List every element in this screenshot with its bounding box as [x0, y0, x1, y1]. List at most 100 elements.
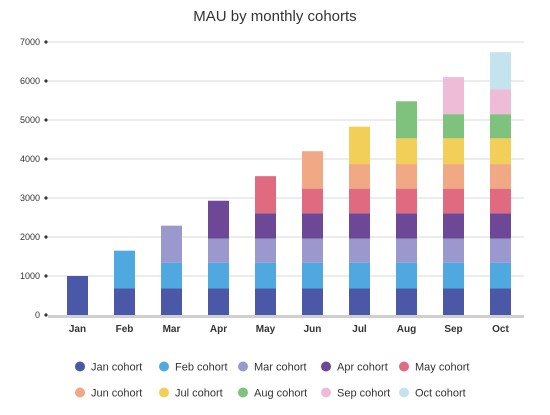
y-axis-ticks: 0 1000 2000 3000 4000 5000 6000 7000 [20, 37, 48, 320]
bar-segment [396, 164, 417, 189]
bar-segment [302, 151, 323, 189]
bar-segment [443, 114, 464, 139]
bar-segment [255, 238, 276, 263]
bar-segment [208, 288, 229, 315]
legend-swatch [159, 387, 169, 398]
bar-segment [490, 262, 511, 289]
bar-segment [443, 77, 464, 115]
bar-segment [349, 126, 370, 165]
legend-label: Jun cohort [91, 388, 142, 400]
bar-segment [255, 213, 276, 239]
bar-segment [208, 262, 229, 289]
bar-segment [490, 213, 511, 239]
legend-swatch [321, 387, 331, 398]
bar-segment [161, 288, 182, 315]
bar-segment [443, 262, 464, 289]
bar-segment [302, 288, 323, 315]
y-tick-label: 4000 [20, 154, 40, 164]
bar-segment [302, 238, 323, 263]
bars [67, 52, 511, 315]
legend-swatch [321, 361, 331, 372]
bar-segment [443, 288, 464, 315]
bar-segment [255, 262, 276, 289]
y-tick-label: 5000 [20, 115, 40, 125]
bar-segment [443, 238, 464, 263]
bar-segment [302, 213, 323, 239]
bar-segment [490, 52, 511, 90]
legend-swatch [75, 361, 85, 372]
x-axis [48, 315, 524, 318]
y-tick-label: 1000 [20, 271, 40, 281]
legend-label: Sep cohort [337, 388, 390, 400]
x-tick-label: Jun [304, 324, 322, 335]
legend-label: Jul cohort [175, 388, 223, 400]
legend-item[interactable]: Jun cohort [75, 387, 142, 400]
legend-label: Apr cohort [337, 362, 388, 374]
chart-title: MAU by monthly cohorts [193, 8, 357, 25]
y-tick-label: 3000 [20, 193, 40, 203]
x-axis-ticks: Jan Feb Mar Apr May Jun Jul Aug Sep Oct [69, 324, 510, 335]
legend-item[interactable]: May cohort [399, 361, 469, 374]
bar-segment [67, 276, 88, 315]
legend-item[interactable]: Oct cohort [399, 387, 466, 400]
x-tick-label: Jul [352, 324, 367, 335]
y-tick-dot [44, 118, 48, 122]
bar-segment [396, 213, 417, 239]
bar-segment [443, 188, 464, 214]
bar-segment [114, 288, 135, 315]
bar-segment [349, 262, 370, 289]
y-tick-dot [44, 313, 48, 317]
legend-label: Oct cohort [415, 388, 466, 400]
legend-swatch [75, 387, 85, 398]
bar-segment [443, 164, 464, 189]
x-tick-label: Aug [397, 324, 416, 335]
bar-segment [443, 138, 464, 165]
bar-segment [490, 188, 511, 214]
bar-segment [161, 225, 182, 263]
bar-segment [396, 238, 417, 263]
bar-segment [396, 138, 417, 165]
legend-item[interactable]: Jul cohort [159, 387, 223, 400]
legend-item[interactable]: Jan cohort [75, 361, 142, 374]
y-tick-dot [44, 157, 48, 161]
bar-segment [349, 188, 370, 214]
legend-item[interactable]: Feb cohort [159, 361, 228, 374]
x-tick-label: May [256, 324, 276, 335]
bar-segment [396, 262, 417, 289]
legend-swatch [399, 361, 409, 372]
y-tick-label: 2000 [20, 232, 40, 242]
y-tick-label: 0 [35, 310, 40, 320]
y-tick-label: 6000 [20, 76, 40, 86]
legend-item[interactable]: Aug cohort [238, 387, 307, 400]
legend-item[interactable]: Mar cohort [238, 361, 307, 374]
bar-segment [302, 188, 323, 214]
legend-label: Mar cohort [254, 362, 307, 374]
x-tick-label: Jan [69, 324, 86, 335]
legend-swatch [159, 361, 169, 372]
legend-item[interactable]: Apr cohort [321, 361, 388, 374]
legend-swatch [238, 361, 248, 372]
x-tick-label: Sep [444, 324, 462, 335]
legend-swatch [399, 387, 409, 398]
x-axis-line [48, 315, 524, 318]
legend-swatch [238, 387, 248, 398]
bar-segment [114, 250, 135, 289]
legend-label: Jan cohort [91, 362, 142, 374]
y-tick-dot [44, 40, 48, 44]
bar-segment [349, 238, 370, 263]
bar-segment [349, 164, 370, 189]
bar-segment [490, 164, 511, 189]
bar-segment [255, 176, 276, 214]
bar-segment [490, 114, 511, 139]
y-tick-dot [44, 235, 48, 239]
bar-segment [396, 101, 417, 139]
y-tick-dot [44, 79, 48, 83]
legend-item[interactable]: Sep cohort [321, 387, 390, 400]
bar-segment [161, 262, 182, 289]
legend-label: Aug cohort [254, 388, 307, 400]
legend-label: May cohort [415, 362, 469, 374]
bar-segment [349, 288, 370, 315]
bar-segment [208, 238, 229, 263]
bar-segment [396, 288, 417, 315]
